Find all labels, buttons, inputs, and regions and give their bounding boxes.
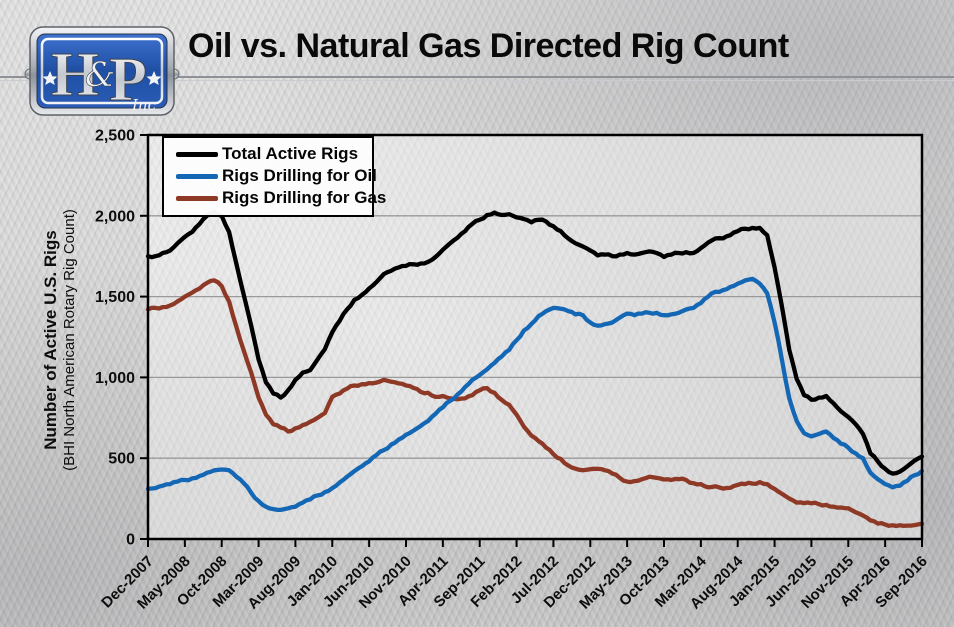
svg-text:1,500: 1,500	[95, 289, 135, 306]
legend-item-gas: Rigs Drilling for Gas	[176, 187, 386, 209]
svg-text:1,000: 1,000	[95, 370, 135, 387]
legend-label-oil: Rigs Drilling for Oil	[222, 166, 377, 185]
legend-label-total: Total Active Rigs	[222, 144, 359, 163]
svg-text:500: 500	[108, 451, 135, 468]
legend-label-gas: Rigs Drilling for Gas	[222, 188, 387, 207]
y-axis-title-sub: (BHI North American Rotary Rig Count)	[61, 209, 78, 471]
svg-text:2,000: 2,000	[95, 208, 135, 225]
chart-legend: Total Active Rigs Rigs Drilling for Oil …	[162, 136, 386, 217]
logo-suffix: Inc	[131, 96, 157, 114]
legend-item-oil: Rigs Drilling for Oil	[176, 165, 377, 187]
legend-item-total: Total Active Rigs	[176, 143, 364, 165]
y-axis-title-main: Number of Active U.S. Rigs	[41, 230, 60, 450]
star-right-icon	[146, 71, 162, 85]
hp-logo: H & P Inc	[24, 26, 180, 116]
logo-ampersand: &	[85, 55, 115, 95]
header-divider	[0, 76, 954, 81]
logo-letter-p: P	[109, 46, 147, 114]
legend-line-gas-icon	[176, 195, 218, 201]
svg-text:0: 0	[126, 532, 135, 549]
logo-letter-h: H	[51, 41, 99, 109]
y-axis-title: Number of Active U.S. Rigs (BHI North Am…	[41, 209, 79, 471]
page-title: Oil vs. Natural Gas Directed Rig Count	[188, 27, 789, 65]
svg-text:2,500: 2,500	[95, 128, 135, 145]
star-left-icon	[42, 71, 58, 85]
legend-line-oil-icon	[176, 173, 218, 179]
legend-line-total-icon	[176, 151, 218, 157]
